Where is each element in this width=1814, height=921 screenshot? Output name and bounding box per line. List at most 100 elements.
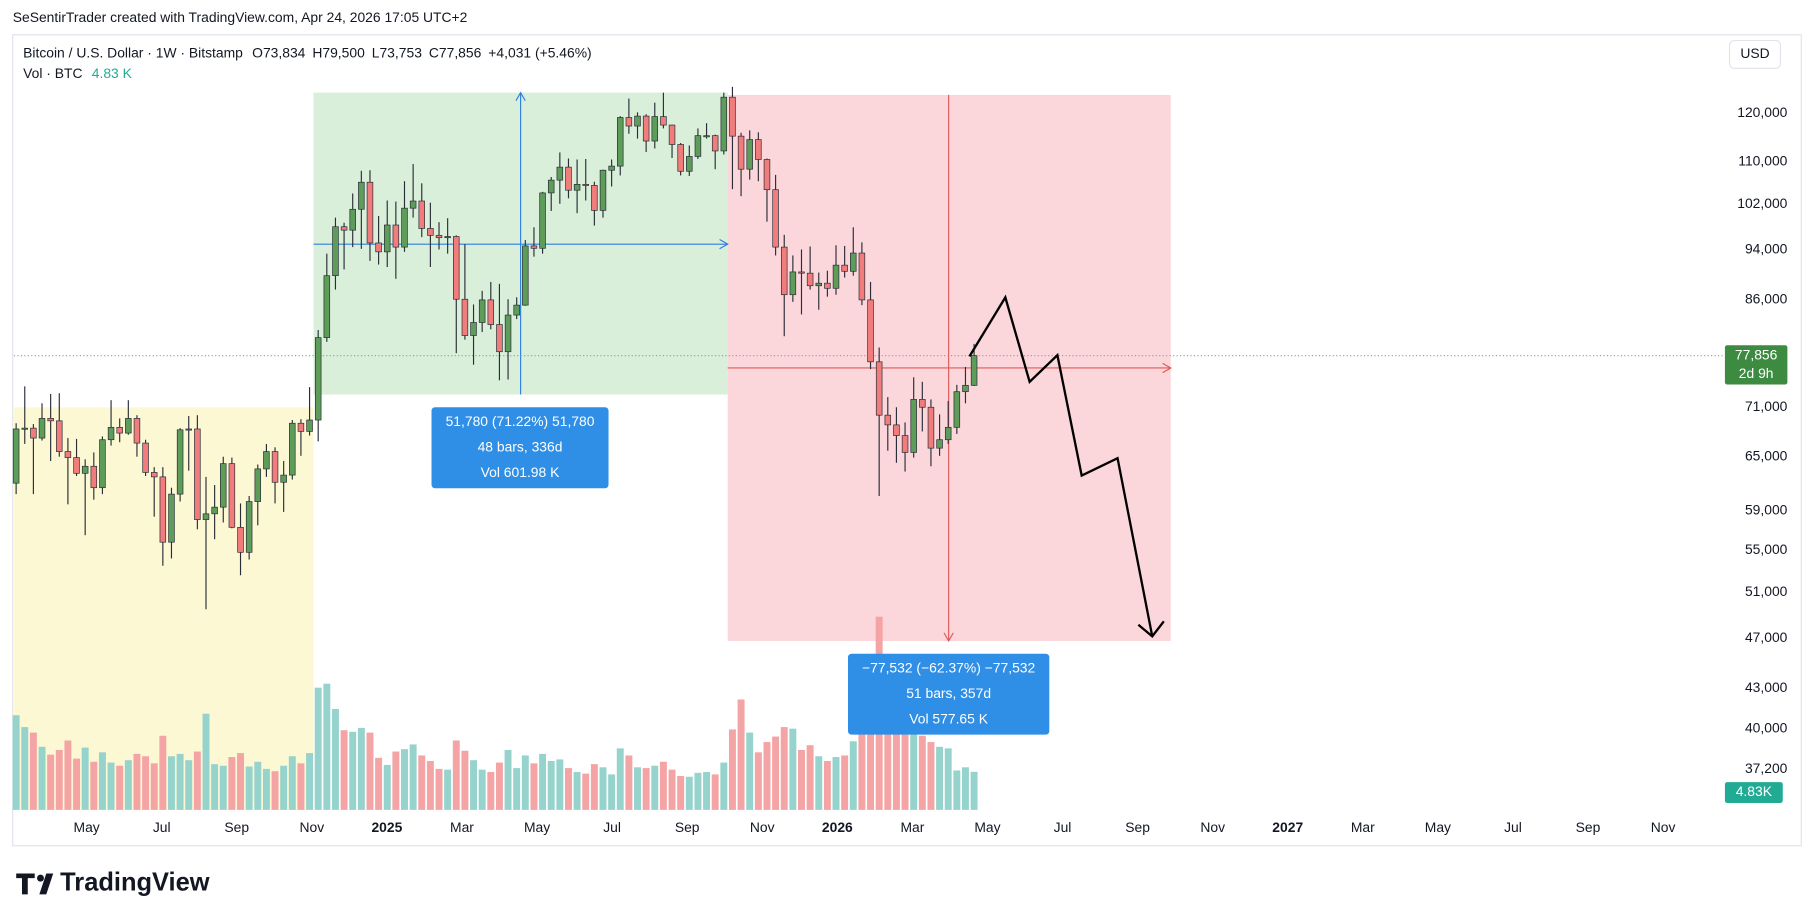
candle-body	[703, 135, 710, 138]
volume-bar	[677, 775, 685, 810]
volume-bar	[642, 768, 650, 810]
brand-name: TradingView	[60, 869, 210, 897]
candle-body	[271, 451, 279, 483]
candle-body	[150, 472, 158, 478]
ohlc-key: L	[372, 44, 380, 60]
volume-bar	[556, 759, 564, 810]
volume-bar	[366, 732, 374, 810]
volume-bar	[90, 761, 98, 810]
candle-body	[237, 526, 244, 553]
volume-bar	[202, 713, 210, 810]
candle-body	[806, 272, 814, 287]
logo-mark	[16, 873, 35, 895]
volume-bar	[772, 736, 780, 810]
volume-bar	[375, 757, 383, 810]
volume-bar	[331, 708, 339, 810]
volume-bar	[116, 765, 124, 810]
candle-body	[245, 501, 253, 553]
candle-body	[306, 419, 313, 432]
candle-body	[919, 399, 926, 408]
candle-body	[73, 457, 80, 474]
candle-body	[12, 428, 20, 484]
label-line: Vol 601.98 K	[481, 464, 560, 480]
candle-body	[81, 465, 89, 474]
volume-bar	[470, 760, 478, 810]
candle-body	[64, 451, 72, 458]
volume-bar	[599, 767, 607, 810]
brand-logo: TradingView	[16, 869, 210, 897]
volume-bar	[685, 776, 693, 810]
volume-bar	[21, 727, 29, 810]
volume-bar	[73, 758, 81, 810]
candle-body	[38, 418, 46, 439]
candle-body	[686, 156, 693, 172]
volume-bar	[590, 764, 598, 810]
volume-bar	[780, 727, 788, 810]
candle-body	[927, 406, 935, 449]
candle-body	[21, 427, 28, 430]
volume-bar	[513, 768, 521, 810]
candle-body	[340, 226, 348, 231]
volume-bar	[711, 774, 719, 810]
volume-bar	[737, 699, 745, 810]
volume-bar	[29, 732, 37, 810]
volume-bar	[426, 760, 434, 810]
candle-body	[194, 428, 201, 520]
volume-bar	[64, 740, 72, 810]
volume-bar	[193, 751, 201, 810]
volume-bar	[927, 742, 935, 810]
logo-mark	[37, 874, 44, 882]
volume-bar	[892, 727, 900, 810]
candle-body	[254, 468, 262, 502]
volume-bar	[910, 724, 918, 810]
candle-body	[798, 271, 805, 274]
candle-body	[504, 314, 512, 353]
volume-bar	[608, 774, 616, 810]
volume-bar	[461, 750, 469, 810]
candle-body	[850, 252, 857, 272]
volume-bar	[720, 762, 728, 810]
label-box	[847, 653, 1050, 735]
candle-body	[832, 264, 840, 289]
candle-body	[711, 135, 719, 152]
candle-body	[107, 426, 115, 441]
candle-body	[99, 439, 106, 489]
volume-bar	[418, 755, 426, 810]
volume-bar	[806, 745, 814, 810]
volume-bar	[970, 771, 978, 810]
y-tick-label: 71,000	[1745, 398, 1788, 414]
volume-bar	[254, 761, 262, 810]
candle-body	[668, 124, 676, 145]
volume-bar	[107, 762, 115, 810]
volume-bar	[530, 763, 538, 810]
volume-bar	[763, 742, 771, 810]
candle-body	[116, 426, 123, 434]
candle-body	[176, 429, 184, 495]
ohlc-key: O	[252, 44, 263, 60]
candle-body	[617, 117, 624, 167]
candle-body	[366, 181, 374, 244]
x-tick-label: May	[1425, 819, 1451, 835]
volume-bar	[961, 767, 969, 810]
volume-bar	[297, 763, 305, 810]
candle-body	[539, 192, 546, 249]
candle-body	[729, 96, 736, 137]
volume-bar	[582, 773, 590, 810]
x-tick-label: Nov	[300, 819, 325, 835]
volume-bar	[98, 752, 106, 810]
forecast-path	[968, 294, 1154, 637]
candle-body	[349, 208, 356, 231]
byline: SeSentirTrader created with TradingView.…	[13, 9, 468, 25]
candle-body	[944, 426, 952, 441]
candle-body	[634, 115, 641, 127]
volume-bar	[185, 760, 193, 810]
volume-bar	[47, 754, 55, 810]
currency-label[interactable]: USD	[1740, 45, 1769, 61]
ohlc-value: 73,834	[263, 44, 306, 60]
candle-body	[970, 355, 978, 386]
volume-bar	[176, 753, 184, 810]
volume-bar	[55, 749, 63, 810]
candle-body	[582, 184, 589, 186]
currency-button[interactable]	[1728, 39, 1782, 69]
